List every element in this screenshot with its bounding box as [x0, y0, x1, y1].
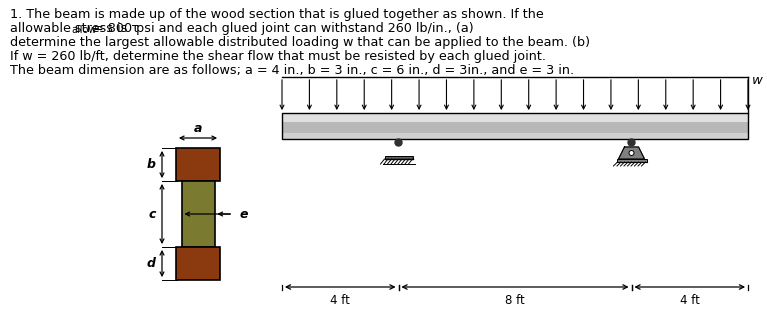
Circle shape	[628, 139, 635, 146]
Polygon shape	[618, 147, 644, 159]
Text: determine the largest allowable distributed loading w that can be applied to the: determine the largest allowable distribu…	[10, 36, 590, 49]
Circle shape	[629, 150, 634, 155]
Text: w: w	[752, 74, 763, 87]
Bar	[176, 148, 220, 181]
Text: c: c	[149, 207, 156, 220]
Text: 1. The beam is made up of the wood section that is glued together as shown. If t: 1. The beam is made up of the wood secti…	[10, 8, 544, 21]
Text: 4 ft: 4 ft	[680, 294, 700, 307]
Bar	[176, 247, 220, 280]
Text: b: b	[147, 158, 156, 171]
Text: = 800 psi and each glued joint can withstand 260 lb/in., (a): = 800 psi and each glued joint can withs…	[93, 22, 474, 35]
Text: allowable stress is τ: allowable stress is τ	[10, 22, 139, 35]
Text: a: a	[194, 122, 202, 135]
Text: The beam dimension are as follows; a = 4 in., b = 3 in., c = 6 in., d = 3in., an: The beam dimension are as follows; a = 4…	[10, 64, 574, 77]
Bar	[384, 156, 413, 159]
Bar	[182, 181, 215, 247]
Bar	[282, 113, 748, 139]
Text: allow: allow	[71, 25, 97, 35]
Bar	[282, 133, 748, 139]
Text: 4 ft: 4 ft	[331, 294, 351, 307]
Text: If w = 260 lb/ft, determine the shear flow that must be resisted by each glued j: If w = 260 lb/ft, determine the shear fl…	[10, 50, 546, 63]
Text: 8 ft: 8 ft	[505, 294, 525, 307]
Bar	[282, 113, 748, 122]
Text: d: d	[147, 257, 156, 270]
Circle shape	[395, 139, 402, 146]
Bar	[282, 122, 748, 133]
Bar	[617, 159, 647, 162]
Text: e: e	[240, 207, 249, 220]
